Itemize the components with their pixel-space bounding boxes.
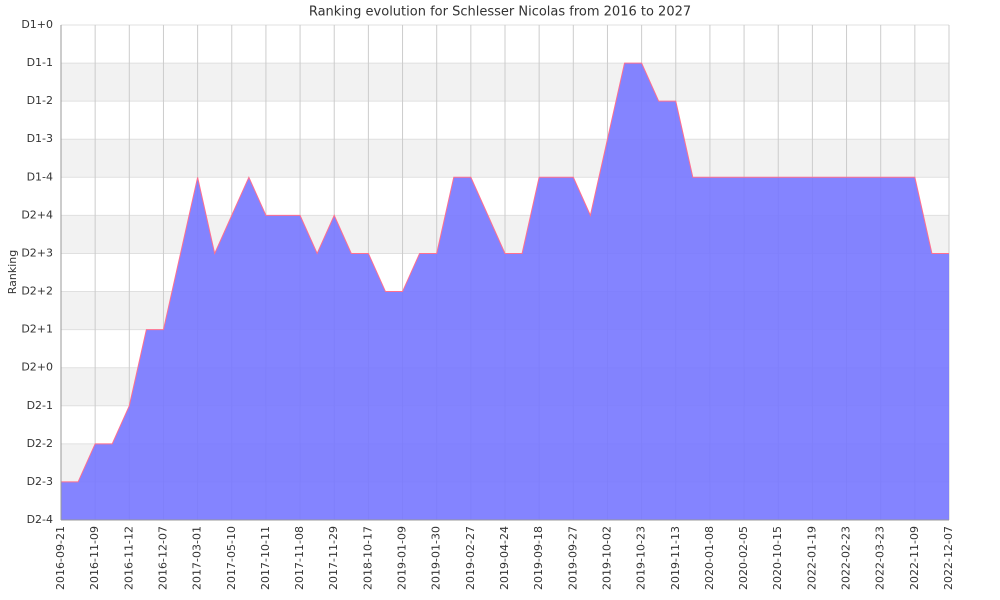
y-tick-label: D2-2 xyxy=(27,437,53,450)
x-tick-label: 2019-04-24 xyxy=(498,526,511,590)
x-tick-label: 2019-10-23 xyxy=(635,526,648,590)
x-tick-label: 2017-10-11 xyxy=(259,526,272,590)
x-tick-label: 2019-01-09 xyxy=(396,526,409,590)
y-tick-label: D1-3 xyxy=(27,132,53,145)
area-line xyxy=(61,62,949,483)
x-tick-label: 2019-01-30 xyxy=(430,526,443,590)
x-tick-label: 2016-09-21 xyxy=(54,526,67,590)
x-tick-label: 2020-10-15 xyxy=(771,526,784,590)
y-tick-label: D2+4 xyxy=(21,208,53,221)
x-tick-label: 2020-01-08 xyxy=(703,526,716,590)
x-tick-label: 2022-12-07 xyxy=(942,526,955,590)
y-tick-label: D2-3 xyxy=(27,475,53,488)
x-tick-label: 2022-03-23 xyxy=(874,526,887,590)
x-tick-label: 2017-05-10 xyxy=(225,526,238,590)
x-tick-label: 2017-11-08 xyxy=(293,526,306,590)
x-tick-label: 2022-02-23 xyxy=(840,526,853,590)
x-tick-label: 2022-01-19 xyxy=(805,526,818,590)
y-tick-label: D2-1 xyxy=(27,399,53,412)
y-tick-label: D1-1 xyxy=(27,56,53,69)
y-axis-label: Ranking xyxy=(6,250,19,295)
y-tick-label: D2-4 xyxy=(27,513,53,526)
y-tick-label: D1-4 xyxy=(27,170,53,183)
x-tick-label: 2022-11-09 xyxy=(908,526,921,590)
y-tick-label: D1+0 xyxy=(21,18,53,31)
x-tick-label: 2017-03-01 xyxy=(191,526,204,590)
x-tick-label: 2019-09-27 xyxy=(566,526,579,590)
x-tick-label: 2019-09-18 xyxy=(532,526,545,590)
y-tick-label: D2+0 xyxy=(21,361,53,374)
x-tick-label: 2018-10-17 xyxy=(361,526,374,590)
x-tick-label: 2016-11-09 xyxy=(88,526,101,590)
x-tick-label: 2019-02-27 xyxy=(464,526,477,590)
y-tick-label: D2+3 xyxy=(21,246,53,259)
x-tick-label: 2019-11-13 xyxy=(669,526,682,590)
x-tick-label: 2017-11-29 xyxy=(327,526,340,590)
x-tick-label: 2020-02-05 xyxy=(737,526,750,590)
x-tick-label: 2016-12-07 xyxy=(156,526,169,590)
x-tick-label: 2019-10-02 xyxy=(600,526,613,590)
chart-title: Ranking evolution for Schlesser Nicolas … xyxy=(309,5,691,20)
y-tick-label: D1-2 xyxy=(27,94,53,107)
y-tick-label: D2+2 xyxy=(21,285,53,298)
x-tick-label: 2016-11-12 xyxy=(122,526,135,590)
y-tick-label: D2+1 xyxy=(21,323,53,336)
